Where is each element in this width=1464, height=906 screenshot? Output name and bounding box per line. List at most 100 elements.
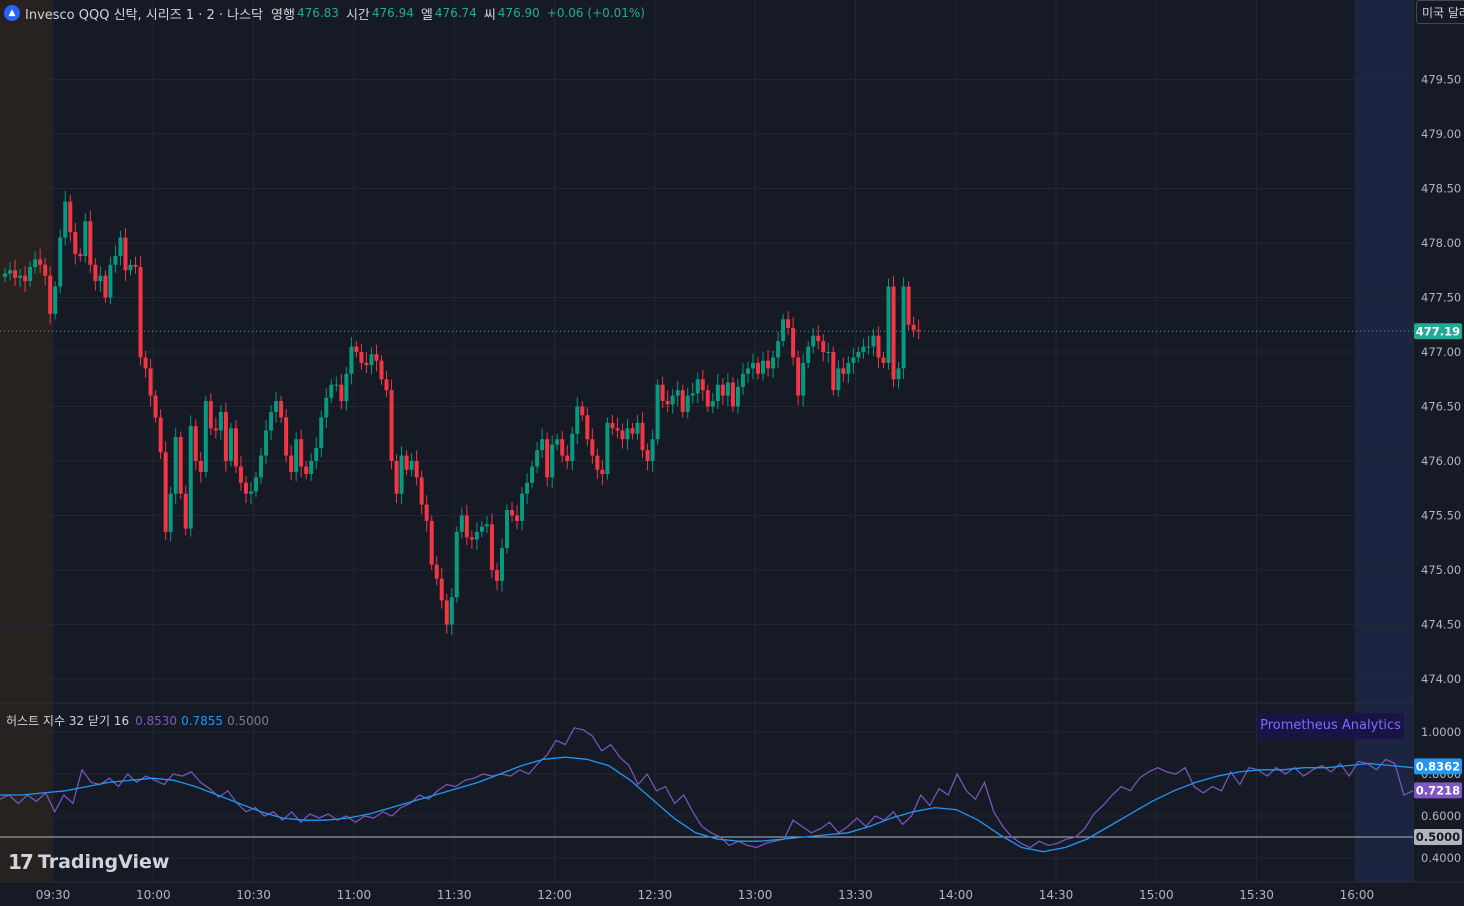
candle-body [881, 357, 886, 363]
candle-body [203, 401, 208, 472]
candle-body [128, 264, 133, 271]
candle-body [781, 319, 786, 342]
time-tick-label: 10:00 [136, 888, 171, 902]
time-tick-label: 13:30 [838, 888, 873, 902]
candle-body [625, 428, 630, 440]
candle-body [304, 466, 309, 475]
time-tick-label: 12:30 [638, 888, 673, 902]
open-label: 영행 [271, 7, 295, 23]
candle-body [444, 600, 449, 625]
candle-body [18, 275, 23, 278]
change-value: +0.06 (+0.01%) [546, 6, 645, 20]
candle-body [334, 384, 339, 386]
candle-body [640, 422, 645, 451]
candle-body [233, 428, 238, 467]
candle-body [791, 328, 796, 358]
candle-body [354, 346, 359, 352]
candle-body [158, 417, 163, 453]
time-tick-label: 10:30 [236, 888, 271, 902]
time-tick-label: 11:30 [437, 888, 472, 902]
candle-body [515, 515, 520, 521]
candle-body [479, 526, 484, 532]
candle-body [193, 426, 198, 461]
candle-body [811, 335, 816, 347]
index-value-label-bg [1414, 782, 1462, 799]
candle-body [459, 515, 464, 532]
candle-body [63, 201, 68, 238]
indicator-tick-label: 0.6000 [1421, 809, 1461, 823]
candle-body [650, 439, 655, 461]
candle-body [248, 491, 253, 494]
prometheus-badge[interactable]: Prometheus Analytics [1257, 713, 1404, 739]
price-tick-label: 474.50 [1421, 618, 1461, 632]
price-tick-label: 475.50 [1421, 509, 1461, 523]
candle-body [269, 411, 274, 431]
candle-body [394, 461, 399, 494]
candle-body [776, 341, 781, 358]
candle-body [580, 406, 585, 416]
value-labels: 477.19 0.8362 0.7218 0.5000 [1414, 323, 1462, 845]
candle-body [399, 455, 404, 494]
time-tick-label: 13:00 [738, 888, 773, 902]
candle-body [238, 466, 243, 483]
candle-body [309, 461, 314, 475]
candle-body [595, 455, 600, 470]
candle-body [896, 368, 901, 380]
invesco-logo-icon[interactable]: ▲ [4, 5, 20, 21]
candle-body [680, 390, 685, 412]
candle-body [279, 401, 284, 418]
symbol-title[interactable]: Invesco QQQ 신탁, 시리즈 1 · 2 · 나스닥 [25, 7, 264, 23]
candle-body [560, 439, 565, 456]
currency-button[interactable]: 미국 달러 [1416, 0, 1464, 24]
candle-body [745, 368, 750, 374]
tradingview-watermark[interactable]: 17 TradingView [8, 850, 169, 874]
price-axis[interactable]: 474.00 474.50 475.00 475.50 476.00 476.50 477.… [1421, 73, 1461, 687]
candle-body [916, 330, 921, 332]
candle-body [464, 515, 469, 538]
candle-body [133, 264, 138, 267]
candle-body [374, 354, 379, 361]
candle-body [565, 455, 570, 461]
candle-body [831, 352, 836, 391]
candle-body [153, 395, 158, 418]
candle-body [3, 273, 7, 277]
candle-body [801, 362, 806, 396]
candle-body [555, 439, 560, 445]
indicator-name[interactable]: 허스트 지수 32 닫기 16 [6, 714, 130, 728]
close-label: 씨 [483, 7, 496, 23]
candle-body [218, 411, 223, 431]
candle-body [469, 537, 474, 540]
candle-body [389, 390, 394, 461]
candle-body [705, 390, 710, 407]
candle-body [28, 266, 33, 282]
candle-body [796, 357, 801, 396]
candle-body [695, 379, 700, 394]
candle-body [118, 237, 123, 257]
indicator-legend[interactable]: 허스트 지수 32 닫기 16 0.8530 0.7855 0.5000 [6, 712, 269, 729]
symbol-header: ▲ Invesco QQQ 신탁, 시리즈 1 · 2 · 나스닥 영행 476.… [4, 3, 652, 23]
candle-body [289, 455, 294, 472]
candle-body [38, 259, 43, 265]
candle-body [13, 270, 18, 278]
price-tick-label: 475.00 [1421, 563, 1461, 577]
price-tick-label: 479.00 [1421, 127, 1461, 141]
candle-body [349, 346, 354, 374]
candle-body [690, 393, 695, 396]
candle-body [208, 401, 213, 429]
time-tick-label: 15:30 [1239, 888, 1274, 902]
time-axis[interactable]: 09:30 10:00 10:30 11:00 11:30 12:00 12:30 13:00… [36, 888, 1374, 902]
candle-body [645, 450, 650, 461]
candle-body [530, 466, 535, 483]
candle-body [730, 382, 735, 407]
indicator-tick-label: 1.0000 [1421, 725, 1461, 739]
candle-body [550, 444, 555, 478]
candle-body [23, 275, 28, 282]
candle-body [525, 482, 530, 494]
premarket-shade [0, 0, 52, 882]
candle-body [78, 253, 83, 257]
candle-body [103, 275, 108, 298]
candle-body [93, 264, 98, 282]
time-tick-label: 09:30 [36, 888, 71, 902]
candle-body [821, 341, 826, 352]
